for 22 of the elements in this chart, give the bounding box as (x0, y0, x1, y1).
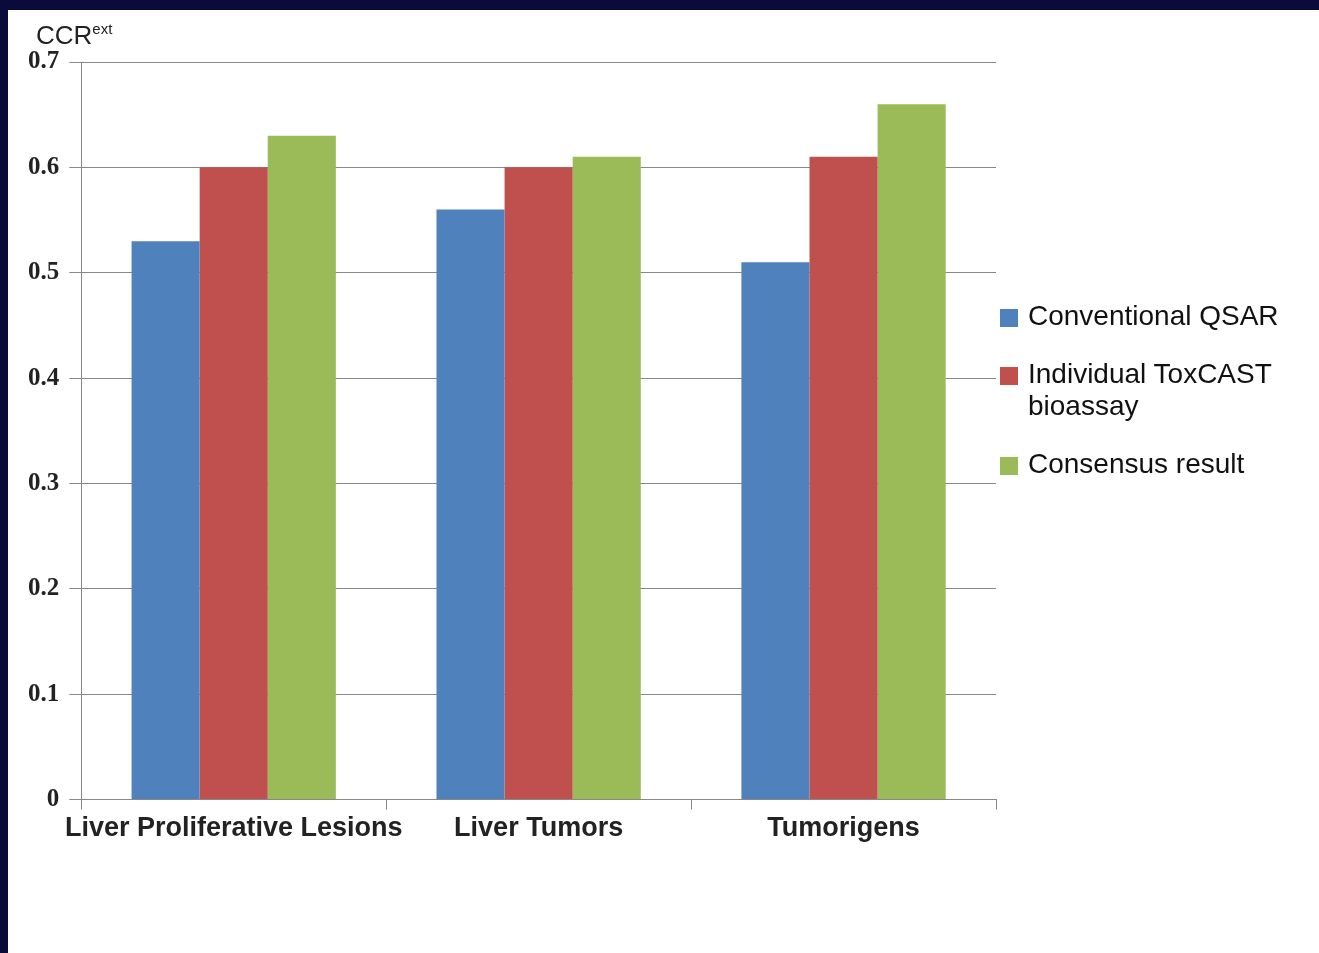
bar (877, 104, 946, 800)
y-tick-label: 0.5 (28, 257, 60, 285)
bar (131, 241, 200, 800)
bar (199, 167, 268, 800)
legend-label: Consensus result (1028, 448, 1245, 480)
x-tick-label: Tumorigens (767, 812, 920, 843)
x-tick-label: Liver Proliferative Lesions (64, 812, 403, 843)
bar (267, 135, 336, 800)
y-tick-label: 0.4 (28, 362, 60, 390)
legend-label: Individual ToxCAST bioassay (1028, 358, 1273, 422)
bar (504, 167, 573, 800)
y-tick-label: 0.1 (28, 678, 60, 706)
y-tick-label: 0.3 (28, 467, 60, 495)
bar (741, 262, 810, 800)
y-tick-label: 0.6 (28, 151, 60, 179)
y-tick-label: 0 (46, 784, 60, 812)
bar (809, 156, 878, 800)
legend-label: Conventional QSAR (1028, 300, 1279, 332)
bar (572, 156, 641, 800)
y-tick-label: 0.2 (28, 573, 60, 601)
x-tick-label: Liver Tumors (454, 812, 624, 843)
bar (436, 209, 505, 800)
